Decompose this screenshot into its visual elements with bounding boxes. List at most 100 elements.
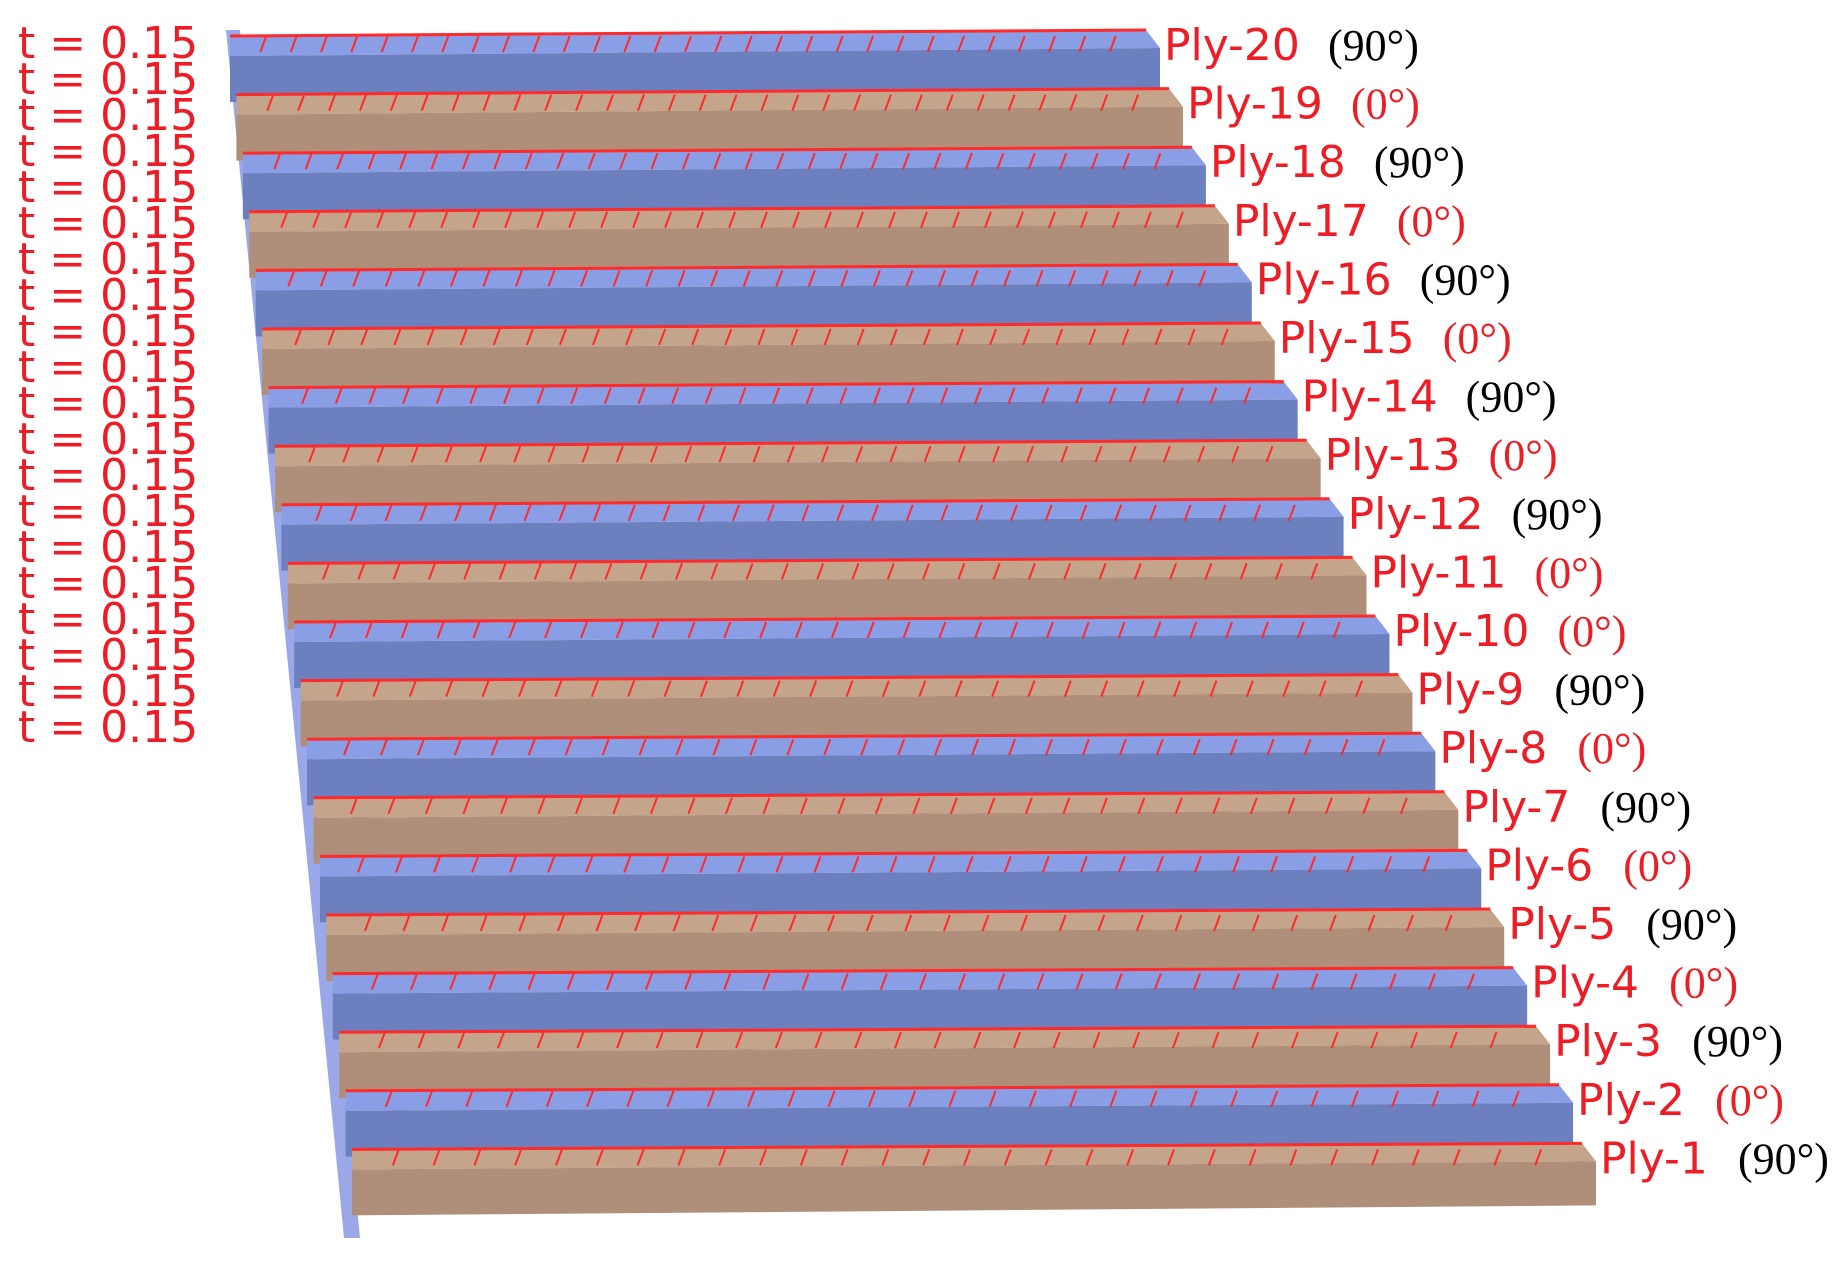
ply-layer xyxy=(300,673,1413,747)
fiber-tick xyxy=(677,1149,686,1166)
fiber-tick xyxy=(636,94,645,111)
fiber-tick xyxy=(562,35,571,53)
fiber-tick xyxy=(1022,328,1031,346)
fiber-tick xyxy=(1493,1149,1502,1166)
fiber-tick xyxy=(1128,445,1137,463)
fiber-tick xyxy=(1020,914,1028,932)
fiber-tick xyxy=(555,1149,563,1166)
fiber-tick xyxy=(801,504,810,522)
fiber-tick xyxy=(1155,856,1164,873)
fiber-tick xyxy=(544,94,553,111)
fiber-tick xyxy=(392,563,401,580)
ply-front-face xyxy=(230,48,1160,102)
fiber-tick xyxy=(914,94,923,111)
fiber-tick xyxy=(775,35,783,53)
fiber-tick xyxy=(752,445,761,463)
fiber-tick xyxy=(1391,1090,1399,1108)
fiber-tick xyxy=(788,914,797,932)
fiber-tick xyxy=(1370,1031,1379,1049)
fiber-tick xyxy=(949,797,958,815)
ply-top-face xyxy=(313,791,1459,818)
ply-front-face xyxy=(352,1161,1596,1216)
fiber-tick xyxy=(349,504,358,522)
fiber-tick xyxy=(1074,387,1083,404)
thickness-label: t = 0.15 xyxy=(18,522,198,573)
fiber-tick xyxy=(1069,94,1078,111)
ply-layer xyxy=(319,848,1482,923)
fiber-tick xyxy=(1060,445,1069,463)
fiber-tick xyxy=(1175,387,1184,404)
fiber-tick xyxy=(537,797,546,815)
fiber-tick xyxy=(312,211,321,229)
fiber-tick xyxy=(297,94,306,111)
fiber-tick xyxy=(970,270,979,287)
fiber-tick xyxy=(839,152,848,170)
fiber-tick xyxy=(399,152,407,170)
fiber-tick xyxy=(870,152,879,170)
fiber-tick xyxy=(1133,270,1142,287)
fiber-tick xyxy=(1044,504,1053,522)
fiber-tick xyxy=(623,35,632,53)
fiber-tick xyxy=(1003,856,1012,873)
fiber-tick xyxy=(675,738,684,756)
ply-edge-line xyxy=(307,731,1422,741)
fiber-tick xyxy=(1377,738,1386,756)
ply-front-face xyxy=(332,985,1528,1040)
fiber-tick xyxy=(1026,445,1035,463)
fiber-tick xyxy=(1231,445,1240,463)
fiber-tick xyxy=(350,35,359,53)
fiber-tick xyxy=(1048,35,1056,53)
fiber-tick xyxy=(336,680,344,697)
fiber-tick xyxy=(886,563,895,580)
fiber-tick xyxy=(650,152,659,170)
fiber-tick xyxy=(463,563,472,580)
fiber-tick xyxy=(376,211,385,229)
ply-edge-line xyxy=(294,614,1376,624)
fiber-tick xyxy=(737,856,746,873)
fiber-tick xyxy=(1422,856,1431,873)
ply-angle-label: (0°) xyxy=(1577,724,1646,773)
fiber-tick xyxy=(645,270,654,287)
fiber-tick xyxy=(1028,1090,1037,1108)
fiber-tick xyxy=(493,152,502,170)
fiber-tick xyxy=(851,856,860,873)
fiber-tick xyxy=(1132,1031,1141,1049)
fiber-tick xyxy=(1239,563,1248,580)
fiber-tick xyxy=(1097,914,1106,932)
fiber-tick xyxy=(387,797,396,815)
fiber-tick xyxy=(380,738,388,756)
fiber-tick xyxy=(667,94,676,111)
fiber-tick xyxy=(952,211,960,229)
fiber-tick xyxy=(367,152,376,170)
fiber-tick xyxy=(1287,504,1296,522)
ply-edge-line xyxy=(262,321,1261,331)
fiber-tick xyxy=(759,621,768,639)
fiber-tick xyxy=(410,973,418,990)
ply-edge-line xyxy=(287,555,1353,565)
fiber-tick xyxy=(1399,797,1408,815)
fiber-tick xyxy=(1183,504,1192,522)
fiber-tick xyxy=(1194,856,1202,873)
fiber-tick xyxy=(908,1090,917,1108)
fiber-tick xyxy=(712,738,721,756)
fiber-tick xyxy=(724,797,733,815)
fiber-tick xyxy=(1142,387,1151,404)
fiber-tick xyxy=(627,680,636,697)
fiber-tick xyxy=(441,914,450,932)
fiber-tick xyxy=(1007,94,1016,111)
ply-edge-line xyxy=(332,966,1514,976)
fiber-tick xyxy=(934,738,943,756)
fiber-tick xyxy=(1099,797,1108,815)
fiber-tick xyxy=(987,797,996,815)
ply-top-face xyxy=(352,1143,1596,1170)
ply-layer xyxy=(294,614,1390,688)
fiber-tick xyxy=(904,914,913,932)
fiber-tick xyxy=(1007,387,1016,404)
fiber-tick xyxy=(1198,270,1207,287)
fiber-tick xyxy=(632,211,641,229)
fiber-tick xyxy=(1174,797,1183,815)
fiber-tick xyxy=(772,680,781,697)
fiber-tick xyxy=(902,621,911,639)
ply-name-label: Ply-6 xyxy=(1485,840,1593,891)
fiber-tick xyxy=(1155,738,1164,756)
